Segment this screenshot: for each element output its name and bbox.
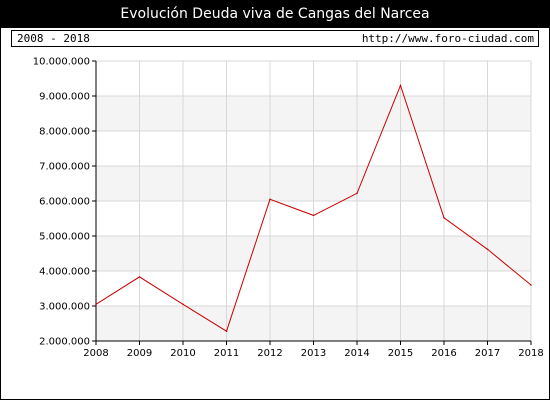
data-point <box>312 214 315 217</box>
data-point <box>182 303 184 306</box>
period-label: 2008 - 2018 <box>17 32 90 45</box>
x-tick-label: 2018 <box>518 348 543 359</box>
y-tick-label: 8.000.000 <box>39 127 90 138</box>
x-tick-label: 2017 <box>475 348 500 359</box>
chart-title: Evolución Deuda viva de Cangas del Narce… <box>1 1 549 28</box>
y-tick-label: 2.000.000 <box>39 337 90 348</box>
y-tick-label: 5.000.000 <box>39 232 90 243</box>
data-point <box>95 303 97 306</box>
data-point <box>530 284 532 286</box>
y-tick-label: 9.000.000 <box>39 92 90 103</box>
x-tick-label: 2013 <box>301 348 326 359</box>
data-point <box>138 276 141 278</box>
data-point <box>269 198 271 201</box>
data-point <box>225 330 228 333</box>
x-tick-label: 2011 <box>214 348 239 359</box>
x-tick-label: 2012 <box>257 348 282 359</box>
y-tick-label: 6.000.000 <box>39 197 90 208</box>
data-point <box>399 84 402 87</box>
y-tick-label: 3.000.000 <box>39 302 90 313</box>
y-tick-label: 4.000.000 <box>39 267 90 278</box>
x-tick-label: 2008 <box>83 348 108 359</box>
data-point <box>443 217 445 219</box>
y-tick-label: 10.000.000 <box>33 57 90 68</box>
x-tick-label: 2016 <box>431 348 456 359</box>
x-tick-label: 2015 <box>388 348 413 359</box>
x-tick-label: 2010 <box>170 348 195 359</box>
x-tick-label: 2014 <box>344 348 369 359</box>
info-bar: 2008 - 2018 http://www.foro-ciudad.com <box>11 30 539 47</box>
y-tick-label: 7.000.000 <box>39 162 90 173</box>
data-point <box>486 248 489 251</box>
source-url: http://www.foro-ciudad.com <box>361 32 534 45</box>
data-point <box>356 192 358 195</box>
x-tick-label: 2009 <box>127 348 152 359</box>
